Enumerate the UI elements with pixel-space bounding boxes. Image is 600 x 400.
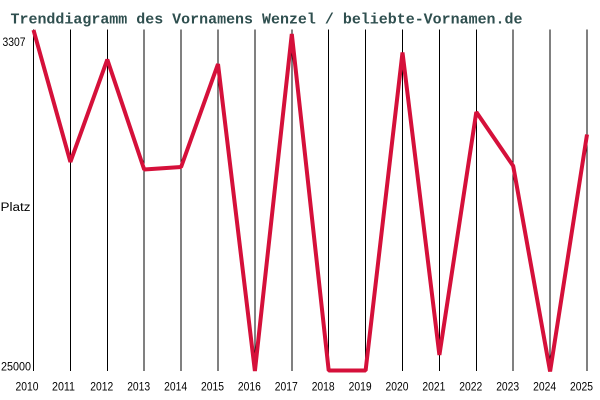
svg-text:3307: 3307: [3, 37, 26, 49]
svg-text:2012: 2012: [90, 382, 113, 394]
svg-text:2013: 2013: [127, 382, 150, 394]
svg-text:2011: 2011: [52, 382, 75, 394]
svg-text:Platz: Platz: [1, 202, 31, 214]
svg-text:2016: 2016: [238, 382, 261, 394]
svg-text:2018: 2018: [312, 382, 335, 394]
svg-text:2022: 2022: [459, 382, 482, 394]
svg-text:2014: 2014: [164, 382, 188, 394]
svg-text:2019: 2019: [349, 382, 372, 394]
svg-text:2017: 2017: [275, 382, 298, 394]
svg-text:2023: 2023: [496, 382, 519, 394]
svg-text:2015: 2015: [201, 382, 224, 394]
svg-text:2025: 2025: [570, 382, 593, 394]
svg-text:2010: 2010: [16, 382, 39, 394]
svg-text:25000: 25000: [1, 362, 31, 374]
svg-text:2024: 2024: [533, 382, 557, 394]
svg-text:2021: 2021: [422, 382, 445, 394]
svg-text:2020: 2020: [386, 382, 409, 394]
svg-text:Trenddiagramm des Vornamens We: Trenddiagramm des Vornamens Wenzel / bel…: [11, 12, 523, 29]
